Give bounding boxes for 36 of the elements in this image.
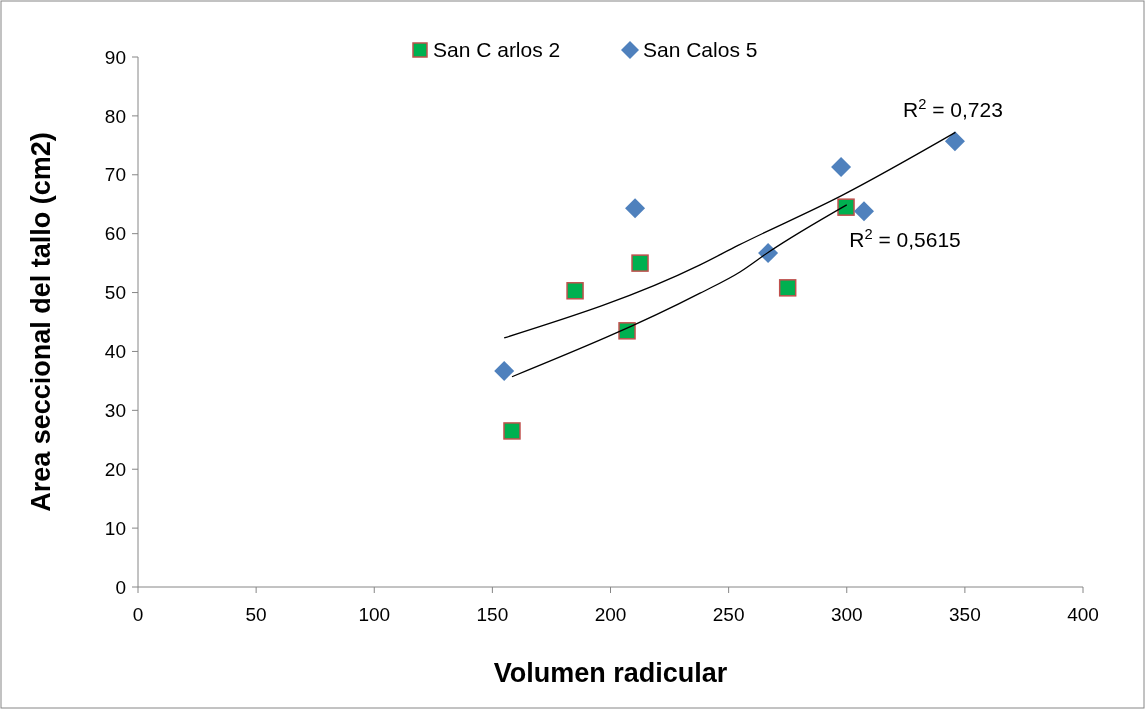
y-tick-label: 40	[104, 341, 126, 363]
y-tick-label: 50	[104, 282, 126, 304]
y-tick-label: 60	[104, 223, 126, 245]
point	[503, 422, 521, 440]
legend-label: San C arlos 2	[433, 38, 561, 62]
point	[631, 254, 649, 272]
x-tick-label: 350	[949, 604, 981, 625]
x-tick-label: 200	[594, 604, 627, 625]
y-tick-label: 20	[104, 458, 126, 480]
y-tick-label: 90	[104, 46, 126, 68]
point	[618, 322, 636, 340]
x-tick-label: 50	[245, 604, 267, 625]
legend-label: San Calos 5	[643, 38, 758, 62]
y-tick-label: 80	[104, 105, 126, 127]
x-tick-label: 100	[358, 604, 391, 625]
x-tick-label: 300	[830, 604, 863, 625]
y-tick-label: 70	[104, 164, 126, 186]
point	[566, 282, 584, 300]
point	[854, 201, 874, 222]
x-tick-label: 0	[132, 604, 144, 625]
point	[778, 279, 797, 297]
annotation: R$^{2}$ = 0,5615	[849, 226, 961, 252]
annotation: R$^{2}$ = 0,723	[903, 96, 1003, 122]
y-tick-label: 30	[104, 399, 126, 421]
y-tick-label: 0	[115, 576, 126, 598]
y-axis-title: Area seccional del tallo (cm2)	[26, 132, 56, 512]
y-tick-label: 10	[104, 517, 126, 539]
x-tick-label: 250	[712, 604, 745, 625]
point	[837, 198, 855, 216]
x-axis-title: Volumen radicular	[493, 658, 728, 688]
x-tick-label: 400	[1067, 604, 1099, 625]
x-tick-label: 150	[476, 604, 509, 625]
point	[831, 157, 852, 178]
point	[494, 360, 515, 381]
point	[625, 198, 646, 219]
point	[944, 131, 965, 152]
